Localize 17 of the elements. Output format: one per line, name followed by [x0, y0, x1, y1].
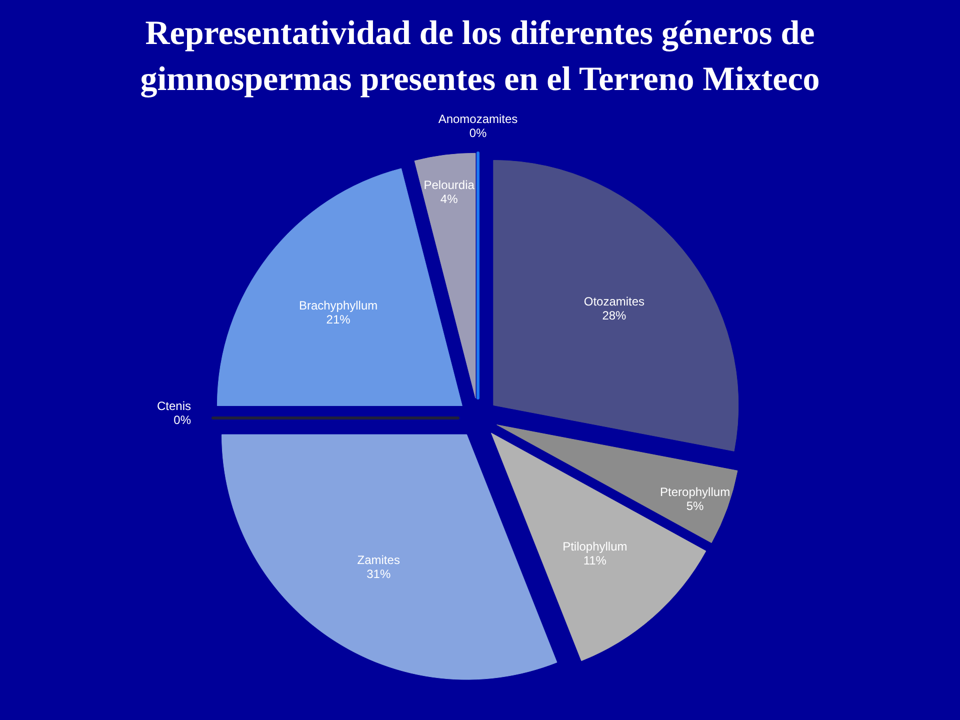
slice-label: Zamites	[357, 553, 400, 568]
text: 0%	[469, 126, 487, 140]
data-label: 11%	[583, 554, 607, 568]
data-label: 5%	[686, 499, 704, 514]
category-label: Anomozamites	[438, 112, 518, 126]
data-label: 31%	[366, 567, 391, 582]
slice-label: Brachyphyllum	[298, 298, 378, 313]
slice-label: Pterophyllum	[660, 485, 730, 500]
text: 0%	[174, 413, 191, 427]
chart-title: Representatividad de los diferentes géneros de gimnospermas presentes en el Terreno Mixteco	[140, 15, 820, 98]
slice-label: Otozamites	[584, 294, 645, 308]
data-label: 4%	[440, 192, 458, 206]
data-label: 21%	[326, 312, 351, 327]
category-label: Ctenis	[156, 399, 191, 413]
slice-label: Ptilophyllum	[562, 540, 628, 554]
data-label: 28%	[602, 308, 627, 322]
slice-label: Pelourdia	[424, 178, 475, 192]
